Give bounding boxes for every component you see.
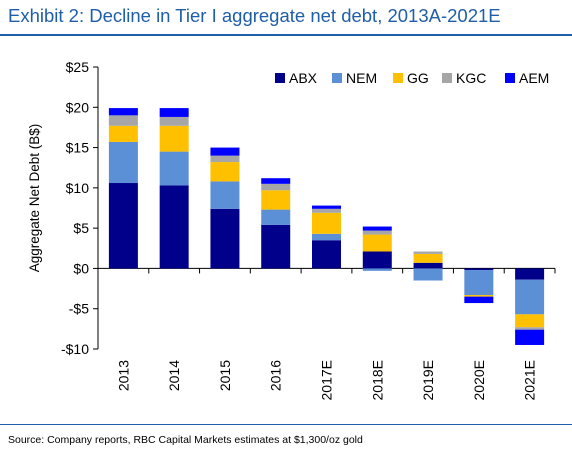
y-tick-label: $15 bbox=[66, 140, 90, 156]
legend-swatch-gg bbox=[393, 73, 403, 83]
bar-segment-nem-2017e bbox=[312, 233, 341, 241]
bar-segment-gg-2015 bbox=[210, 162, 240, 182]
legend-label-aem: AEM bbox=[519, 70, 549, 86]
bar-segment-aem-2016 bbox=[261, 178, 291, 184]
bar-segment-nem-2019e bbox=[413, 268, 443, 281]
bar-segment-nem-2021e bbox=[515, 279, 545, 315]
bar-segment-abx-2019e bbox=[413, 262, 443, 269]
bar-segment-nem-2016 bbox=[261, 209, 291, 225]
bar-segment-nem-2015 bbox=[210, 181, 240, 209]
bar-segment-aem-2015 bbox=[210, 147, 240, 156]
bar-segment-gg-2017e bbox=[312, 212, 341, 234]
bars bbox=[108, 108, 545, 345]
chart-title: Exhibit 2: Decline in Tier I aggregate n… bbox=[8, 5, 501, 26]
y-tick-label: $0 bbox=[73, 260, 89, 276]
stacked-bar-chart: Aggregate Net Debt (B$) $25 $20 $15 $10 $5 $0… bbox=[27, 59, 556, 400]
bar-segment-abx-2018e bbox=[362, 251, 392, 269]
bar-segment-nem-2014 bbox=[159, 151, 189, 186]
y-tick-label: -$5 bbox=[69, 301, 89, 317]
x-tick-label: 2017E bbox=[319, 360, 335, 400]
bar-segment-kgc-2013 bbox=[108, 115, 138, 126]
x-tick-label: 2020E bbox=[471, 360, 487, 400]
bar-segment-kgc-2021e bbox=[515, 327, 545, 330]
bar-segment-gg-2020e bbox=[464, 295, 494, 297]
title-rule bbox=[0, 34, 572, 36]
bar-segment-gg-2013 bbox=[108, 125, 138, 142]
y-tick-label: $25 bbox=[66, 59, 90, 75]
y-tick-label: $20 bbox=[66, 99, 90, 115]
bar-segment-kgc-2016 bbox=[261, 183, 291, 191]
bar-segment-gg-2018e bbox=[362, 234, 392, 252]
legend-swatch-abx bbox=[275, 73, 285, 83]
bar-segment-gg-2021e bbox=[515, 314, 545, 328]
bar-segment-aem-2013 bbox=[108, 108, 138, 116]
bar-segment-abx-2016 bbox=[261, 224, 291, 269]
y-axis-label: Aggregate Net Debt (B$) bbox=[27, 124, 42, 273]
source-note: Source: Company reports, RBC Capital Mar… bbox=[8, 434, 363, 446]
bar-segment-abx-2014 bbox=[159, 185, 189, 269]
x-tick-label: 2019E bbox=[420, 360, 436, 400]
y-tick-label: -$10 bbox=[61, 341, 89, 357]
bar-segment-kgc-2019e bbox=[413, 251, 443, 254]
bar-segment-abx-2013 bbox=[108, 183, 138, 269]
bar-segment-nem-2020e bbox=[464, 270, 494, 296]
bar-segment-aem-2014 bbox=[159, 108, 189, 117]
bar-segment-kgc-2018e bbox=[362, 230, 392, 235]
bar-segment-kgc-2017e bbox=[312, 208, 341, 213]
x-tick-label: 2016 bbox=[268, 360, 284, 391]
x-tick-label: 2021E bbox=[522, 360, 538, 400]
bar-segment-kgc-2015 bbox=[210, 155, 240, 163]
bar-segment-aem-2020e bbox=[464, 296, 494, 304]
legend: ABX NEM GG KGC AEM bbox=[275, 70, 549, 86]
bar-segment-nem-2018e bbox=[362, 268, 392, 271]
bar-segment-gg-2014 bbox=[159, 125, 189, 152]
legend-label-kgc: KGC bbox=[456, 70, 486, 86]
legend-swatch-aem bbox=[505, 73, 515, 83]
legend-label-abx: ABX bbox=[289, 70, 318, 86]
bar-segment-kgc-2014 bbox=[159, 116, 189, 126]
footer-rule bbox=[0, 424, 572, 425]
legend-swatch-nem bbox=[332, 73, 342, 83]
bar-segment-nem-2013 bbox=[108, 141, 138, 184]
x-tick-label: 2013 bbox=[115, 360, 131, 391]
x-tick-label: 2015 bbox=[217, 360, 233, 391]
legend-label-gg: GG bbox=[407, 70, 429, 86]
bar-segment-abx-2020e bbox=[464, 268, 494, 271]
bar-segment-gg-2016 bbox=[261, 190, 291, 210]
legend-label-nem: NEM bbox=[346, 70, 377, 86]
legend-swatch-kgc bbox=[442, 73, 452, 83]
bar-segment-abx-2021e bbox=[515, 268, 545, 280]
y-tick-label: $10 bbox=[66, 180, 90, 196]
bar-segment-abx-2017e bbox=[312, 240, 341, 269]
x-tick-label: 2018E bbox=[369, 360, 385, 400]
bar-segment-aem-2018e bbox=[362, 226, 392, 231]
bar-segment-aem-2021e bbox=[515, 329, 545, 345]
x-tick-label: 2014 bbox=[166, 360, 182, 391]
bar-segment-aem-2017e bbox=[312, 205, 341, 209]
bar-segment-gg-2019e bbox=[413, 253, 443, 263]
y-tick-label: $5 bbox=[73, 220, 89, 236]
bar-segment-abx-2015 bbox=[210, 208, 240, 269]
